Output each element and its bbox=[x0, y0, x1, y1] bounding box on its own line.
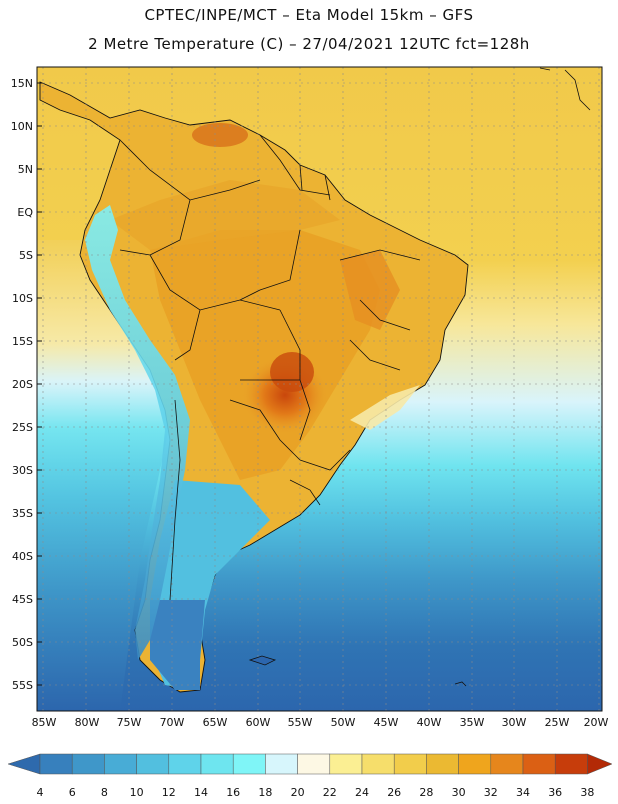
hotspot-venezuela bbox=[192, 123, 248, 147]
legend-swatch bbox=[104, 754, 136, 774]
map-title: CPTEC/INPE/MCT – Eta Model 15km – GFS bbox=[0, 6, 618, 24]
lat-label: 5S bbox=[19, 249, 33, 262]
legend-label: 26 bbox=[387, 786, 401, 799]
lon-label: 30W bbox=[502, 716, 527, 729]
lon-label: 40W bbox=[417, 716, 442, 729]
legend-swatch bbox=[362, 754, 394, 774]
lon-labels: 85W 80W 75W 70W 65W 60W 55W 50W 45W 40W … bbox=[32, 716, 609, 729]
legend-swatch bbox=[233, 754, 265, 774]
legend-swatch bbox=[330, 754, 362, 774]
lon-label: 70W bbox=[160, 716, 185, 729]
legend-swatch bbox=[523, 754, 555, 774]
legend-swatch bbox=[72, 754, 104, 774]
lon-label: 25W bbox=[545, 716, 570, 729]
map-subtitle: 2 Metre Temperature (C) – 27/04/2021 12U… bbox=[0, 35, 618, 53]
lon-label: 75W bbox=[117, 716, 142, 729]
legend-label: 22 bbox=[323, 786, 337, 799]
lon-label: 45W bbox=[374, 716, 399, 729]
legend-label: 36 bbox=[548, 786, 562, 799]
legend-label: 10 bbox=[130, 786, 144, 799]
hotspot-pantanal bbox=[270, 352, 314, 392]
legend-label: 4 bbox=[37, 786, 44, 799]
lat-label: 30S bbox=[12, 464, 33, 477]
legend-swatch bbox=[491, 754, 523, 774]
legend-label: 12 bbox=[162, 786, 176, 799]
legend-label: 34 bbox=[516, 786, 530, 799]
legend-swatch bbox=[459, 754, 491, 774]
lon-label: 60W bbox=[246, 716, 271, 729]
legend-label: 32 bbox=[484, 786, 498, 799]
legend-lower-arrow bbox=[8, 754, 40, 774]
legend-swatch bbox=[137, 754, 169, 774]
legend-labels: 4 6 8 10 12 14 16 18 20 22 24 26 28 30 32 34 36 38 bbox=[37, 786, 595, 799]
legend-label: 24 bbox=[355, 786, 369, 799]
lat-label: 35S bbox=[12, 507, 33, 520]
legend-label: 28 bbox=[419, 786, 433, 799]
legend-label: 30 bbox=[452, 786, 466, 799]
legend-swatch bbox=[298, 754, 330, 774]
legend-label: 18 bbox=[258, 786, 272, 799]
lat-label: EQ bbox=[17, 206, 33, 219]
legend-swatch bbox=[201, 754, 233, 774]
lon-label: 55W bbox=[288, 716, 313, 729]
lon-label: 80W bbox=[75, 716, 100, 729]
legend-swatch bbox=[265, 754, 297, 774]
lon-label: 85W bbox=[32, 716, 57, 729]
legend-swatch bbox=[394, 754, 426, 774]
lon-label: 65W bbox=[203, 716, 228, 729]
lat-label: 55S bbox=[12, 679, 33, 692]
legend-swatches bbox=[8, 754, 612, 774]
legend-label: 20 bbox=[291, 786, 305, 799]
lat-label: 25S bbox=[12, 421, 33, 434]
legend-swatch bbox=[169, 754, 201, 774]
lat-label: 40S bbox=[12, 550, 33, 563]
legend-swatch bbox=[426, 754, 458, 774]
color-legend: 4 6 8 10 12 14 16 18 20 22 24 26 28 30 32 34 36 38 bbox=[0, 740, 618, 800]
legend-label: 16 bbox=[226, 786, 240, 799]
legend-label: 14 bbox=[194, 786, 208, 799]
legend-label: 6 bbox=[69, 786, 76, 799]
legend-label: 38 bbox=[580, 786, 594, 799]
lat-label: 15N bbox=[11, 77, 33, 90]
lat-label: 45S bbox=[12, 593, 33, 606]
lat-label: 50S bbox=[12, 636, 33, 649]
legend-label: 8 bbox=[101, 786, 108, 799]
lat-label: 10S bbox=[12, 292, 33, 305]
legend-upper-arrow bbox=[587, 754, 612, 774]
legend-swatch bbox=[555, 754, 587, 774]
lon-label: 20W bbox=[584, 716, 609, 729]
lon-label: 35W bbox=[460, 716, 485, 729]
lon-label: 50W bbox=[331, 716, 356, 729]
temperature-map: 15N 10N 5N EQ 5S 10S 15S 20S 25S 30S 35S… bbox=[0, 60, 618, 740]
lat-label: 20S bbox=[12, 378, 33, 391]
legend-swatch bbox=[40, 754, 72, 774]
lat-label: 10N bbox=[11, 120, 33, 133]
lat-label: 15S bbox=[12, 335, 33, 348]
lat-label: 5N bbox=[18, 163, 33, 176]
lat-labels: 15N 10N 5N EQ 5S 10S 15S 20S 25S 30S 35S… bbox=[11, 77, 34, 692]
